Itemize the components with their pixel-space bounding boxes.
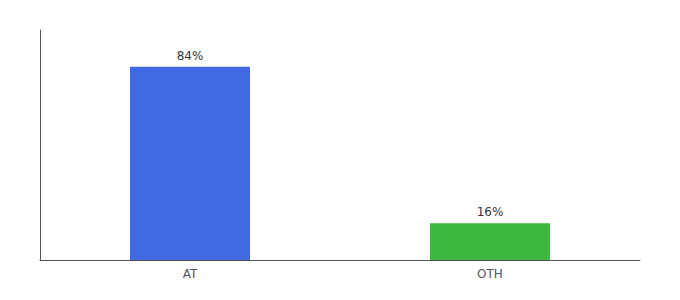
svg-text:AT: AT [183, 267, 198, 281]
svg-text:16%: 16% [477, 205, 504, 219]
svg-text:OTH: OTH [477, 267, 503, 281]
svg-text:84%: 84% [177, 49, 204, 63]
